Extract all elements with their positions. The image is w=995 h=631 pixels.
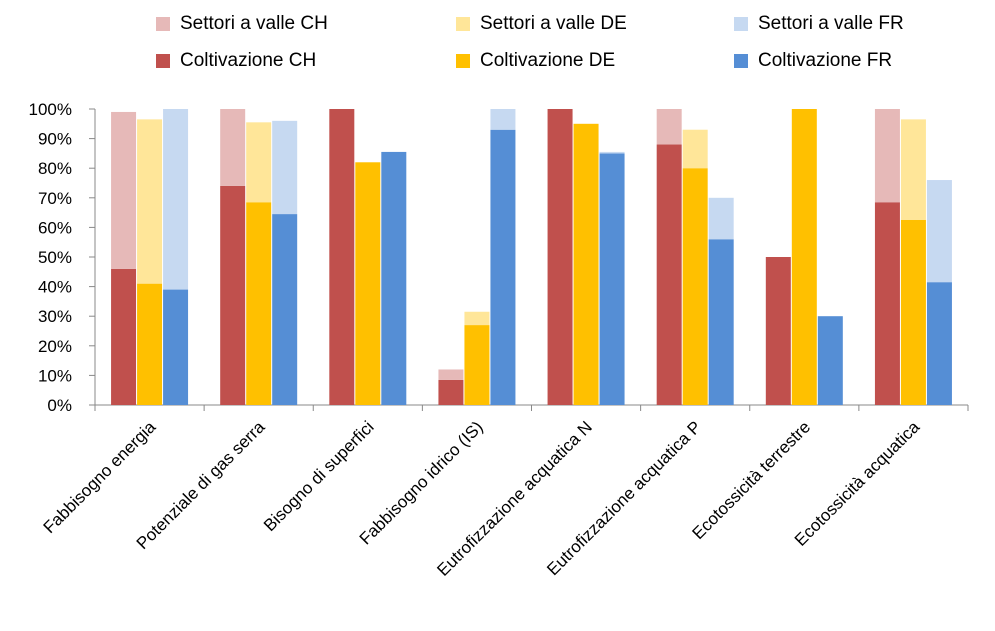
bar-coltivazione-de-3 (464, 325, 490, 405)
bar-coltivazione-de-4 (573, 123, 599, 406)
bar-coltivazione-fr-4 (599, 153, 625, 405)
legend-item-coltivazione-de: Coltivazione DE (456, 49, 615, 73)
y-tick-label: 20% (38, 337, 72, 356)
bar-coltivazione-de-6 (791, 109, 817, 405)
bar-coltivazione-fr-5 (708, 239, 734, 405)
bar-settori-a-valle-ch-1 (220, 109, 246, 186)
bar-coltivazione-de-1 (246, 202, 272, 405)
legend-label: Coltivazione FR (758, 50, 893, 71)
legend-label: Settori a valle CH (180, 13, 328, 34)
bar-coltivazione-fr-0 (163, 289, 189, 405)
bar-settori-a-valle-ch-3 (438, 369, 464, 380)
bar-coltivazione-ch-5 (656, 144, 682, 405)
category-label: Fabbisogno energia (40, 417, 160, 537)
bar-coltivazione-ch-2 (329, 109, 355, 405)
bar-settori-a-valle-ch-5 (656, 109, 682, 145)
bar-settori-a-valle-de-3 (464, 311, 490, 326)
legend-label: Settori a valle FR (758, 13, 904, 34)
bar-coltivazione-ch-4 (547, 109, 573, 405)
bar-settori-a-valle-fr-5 (708, 197, 734, 240)
legend-swatch (456, 54, 470, 68)
y-tick-label: 60% (38, 218, 72, 237)
bar-coltivazione-de-0 (137, 283, 163, 405)
y-tick-label: 70% (38, 189, 72, 208)
bar-settori-a-valle-de-5 (682, 129, 708, 169)
y-tick-label: 30% (38, 307, 72, 326)
bar-coltivazione-fr-2 (381, 151, 407, 405)
bar-coltivazione-ch-7 (874, 202, 900, 405)
bar-coltivazione-de-7 (900, 220, 926, 405)
legend-swatch (156, 17, 170, 31)
y-tick-label: 10% (38, 366, 72, 385)
category-label: Ecotossicità acquatica (791, 417, 924, 550)
legend-swatch (734, 54, 748, 68)
bar-coltivazione-de-2 (355, 162, 381, 405)
bar-coltivazione-ch-0 (111, 268, 137, 405)
bar-settori-a-valle-ch-7 (874, 109, 900, 203)
bar-coltivazione-de-5 (682, 168, 708, 405)
legend-swatch (734, 17, 748, 31)
y-tick-label: 100% (29, 100, 72, 119)
bar-settori-a-valle-ch-0 (111, 111, 137, 269)
bar-coltivazione-ch-3 (438, 379, 464, 405)
y-tick-label: 0% (47, 396, 72, 415)
legend-label: Coltivazione CH (180, 50, 317, 71)
legend-item-settori-ch: Settori a valle CH (156, 12, 328, 36)
bar-settori-a-valle-fr-3 (490, 109, 516, 130)
bar-settori-a-valle-fr-4 (599, 151, 625, 154)
category-label: Ecotossicità terrestre (688, 417, 814, 543)
bar-coltivazione-fr-1 (272, 214, 298, 405)
y-tick-label: 50% (38, 248, 72, 267)
bar-settori-a-valle-fr-0 (163, 109, 189, 290)
bar-settori-a-valle-de-1 (246, 122, 272, 203)
legend-item-coltivazione-ch: Coltivazione CH (156, 49, 316, 73)
category-label: Potenziale di gas serra (133, 417, 269, 553)
category-label: Bisogno di superfici (260, 417, 378, 535)
legend-label: Coltivazione DE (480, 50, 616, 71)
legend-swatch (456, 17, 470, 31)
y-tick-label: 40% (38, 278, 72, 297)
bar-settori-a-valle-fr-1 (272, 120, 298, 215)
legend-item-coltivazione-fr: Coltivazione FR (734, 49, 892, 73)
bar-settori-a-valle-fr-7 (926, 180, 952, 283)
legend-item-settori-de: Settori a valle DE (456, 12, 627, 36)
bar-coltivazione-fr-6 (817, 316, 843, 405)
y-tick-label: 80% (38, 159, 72, 178)
bar-settori-a-valle-de-7 (900, 119, 926, 220)
category-label: Fabbisogno idrico (IS) (356, 417, 487, 548)
y-tick-label: 90% (38, 130, 72, 149)
bar-coltivazione-fr-3 (490, 129, 516, 405)
chart-legend: Settori a valle CH Settori a valle DE Se… (0, 0, 995, 90)
bar-coltivazione-ch-6 (765, 257, 791, 405)
legend-swatch (156, 54, 170, 68)
bar-settori-a-valle-de-0 (137, 119, 163, 284)
bar-coltivazione-fr-7 (926, 282, 952, 405)
legend-item-settori-fr: Settori a valle FR (734, 12, 904, 36)
legend-label: Settori a valle DE (480, 13, 627, 34)
bar-coltivazione-ch-1 (220, 185, 246, 405)
